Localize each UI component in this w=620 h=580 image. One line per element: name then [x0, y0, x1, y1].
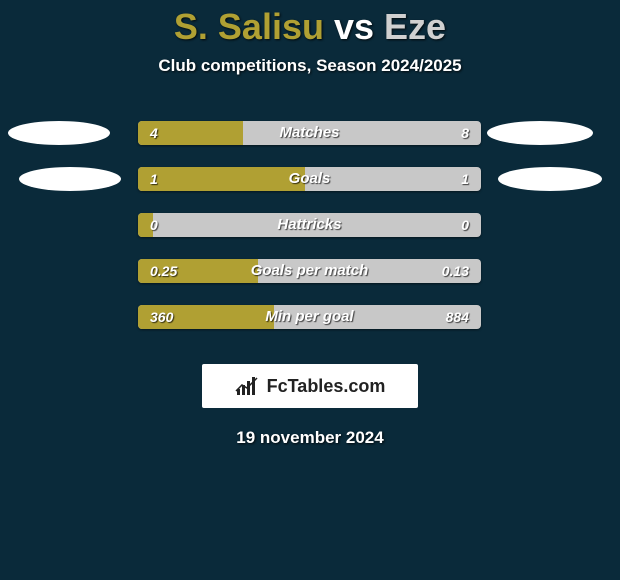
- title-player2: Eze: [384, 6, 446, 47]
- stat-bar: [138, 167, 481, 191]
- stat-bar-fill-left: [138, 305, 274, 329]
- stat-row: Hattricks00: [0, 202, 620, 248]
- avatar-ellipse-right: [487, 121, 593, 145]
- avatar-ellipse-left: [19, 167, 121, 191]
- logo-text: FcTables.com: [267, 376, 386, 397]
- stat-row: Goals per match0.250.13: [0, 248, 620, 294]
- title-vs: vs: [334, 6, 374, 47]
- chart-icon: [235, 375, 261, 397]
- stat-bar-fill-left: [138, 259, 258, 283]
- stats-table: Matches48Goals11Hattricks00Goals per mat…: [0, 110, 620, 340]
- title-player1: S. Salisu: [174, 6, 324, 47]
- stat-row: Min per goal360884: [0, 294, 620, 340]
- stat-bar: [138, 213, 481, 237]
- avatar-ellipse-left: [8, 121, 110, 145]
- stat-bar: [138, 305, 481, 329]
- stat-bar: [138, 121, 481, 145]
- stat-bar-fill-left: [138, 213, 153, 237]
- date-label: 19 november 2024: [0, 428, 620, 448]
- page-title: S. Salisu vs Eze: [0, 0, 620, 48]
- stat-row: Matches48: [0, 110, 620, 156]
- stat-bar-fill-left: [138, 121, 243, 145]
- avatar-ellipse-right: [498, 167, 602, 191]
- logo-box: FcTables.com: [202, 364, 418, 408]
- stat-row: Goals11: [0, 156, 620, 202]
- stat-bar: [138, 259, 481, 283]
- subtitle: Club competitions, Season 2024/2025: [0, 56, 620, 76]
- stat-bar-fill-left: [138, 167, 305, 191]
